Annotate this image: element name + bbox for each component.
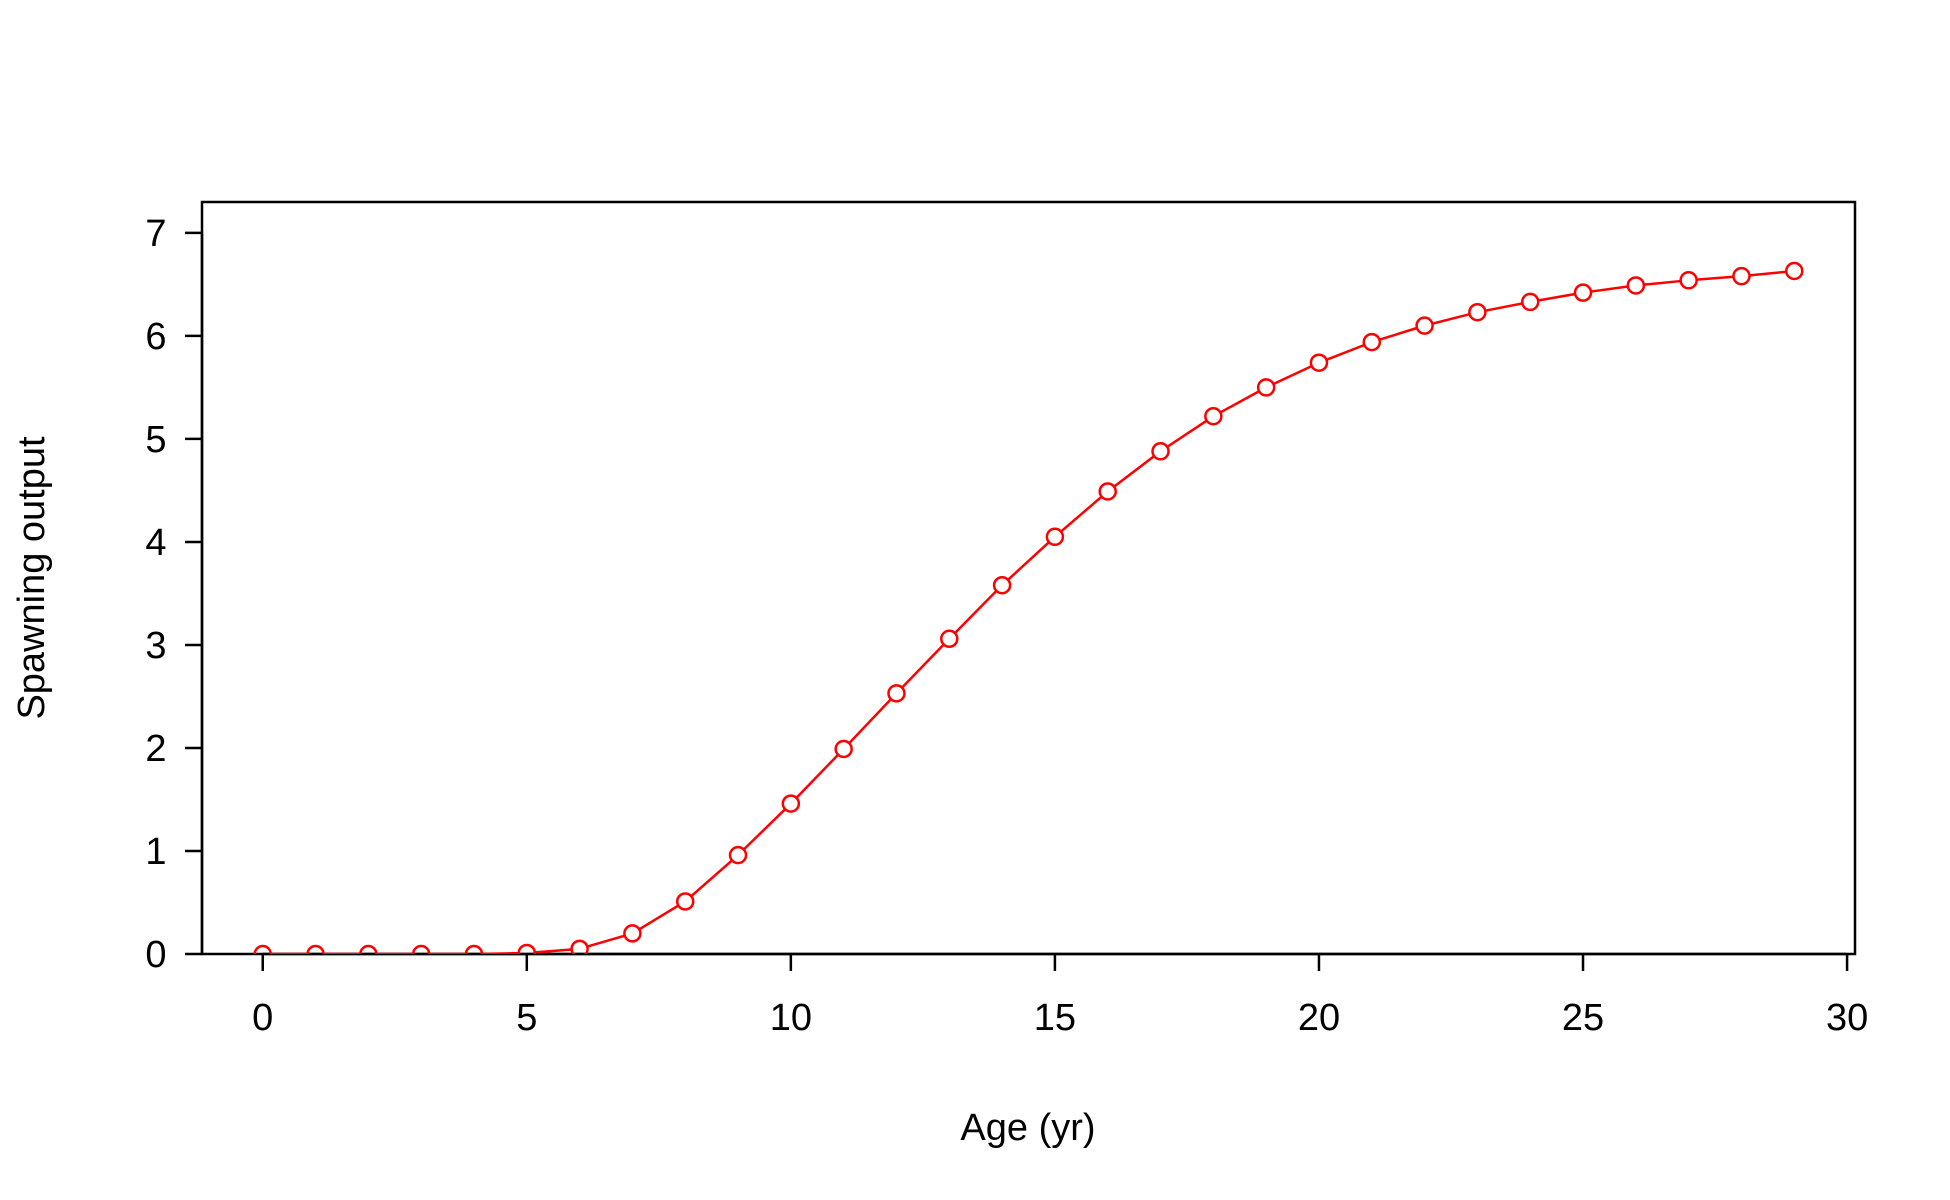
data-point xyxy=(1256,378,1276,397)
series-line-segment xyxy=(1272,364,1313,386)
data-point xyxy=(675,892,695,911)
y-tick-label: 3 xyxy=(145,625,166,667)
series-line-segment xyxy=(954,590,998,634)
data-point xyxy=(1309,353,1329,372)
x-tick-label: 15 xyxy=(1034,997,1076,1039)
data-point xyxy=(1468,302,1487,322)
series-line-segment xyxy=(848,698,892,745)
series-line-segment xyxy=(1166,419,1208,448)
data-point xyxy=(940,629,959,649)
series-line-segment xyxy=(690,859,733,898)
data-point xyxy=(1626,276,1646,295)
y-axis: 0 1 2 3 4 5 6 7 xyxy=(145,213,204,976)
series-line-segment xyxy=(1007,541,1050,581)
data-point xyxy=(1362,332,1382,352)
y-tick-label: 2 xyxy=(145,728,166,770)
series-line-segment xyxy=(1749,270,1787,277)
series-line-segment xyxy=(1379,326,1418,341)
data-point xyxy=(1573,283,1593,302)
series-line-segment xyxy=(1113,455,1155,488)
series-line-segment xyxy=(742,808,786,851)
y-tick-label: 4 xyxy=(145,522,166,564)
data-point xyxy=(570,939,589,954)
data-point xyxy=(253,944,272,954)
data-point xyxy=(1204,407,1223,426)
y-axis-title: Spawning output xyxy=(11,436,53,720)
series-line-segment xyxy=(1219,390,1260,414)
series-line-segment xyxy=(901,643,945,689)
y-tick-label: 1 xyxy=(145,831,166,873)
data-point xyxy=(1785,261,1804,281)
x-tick-label: 25 xyxy=(1562,997,1604,1039)
data-point xyxy=(728,845,748,865)
x-axis-title: Age (yr) xyxy=(960,1107,1095,1149)
data-point xyxy=(623,924,642,943)
data-point xyxy=(781,794,801,813)
series-layer xyxy=(253,261,1804,954)
data-point xyxy=(411,944,431,954)
x-axis: 0 5 10 15 20 25 30 xyxy=(252,952,1868,1039)
x-tick-label: 20 xyxy=(1298,997,1340,1039)
data-point xyxy=(1415,316,1434,335)
data-point xyxy=(834,739,853,759)
series-line-segment xyxy=(1537,292,1576,302)
data-point xyxy=(1732,266,1751,286)
data-point xyxy=(359,944,378,954)
series-line-segment xyxy=(1432,312,1470,325)
data-point xyxy=(992,575,1012,595)
series-group xyxy=(253,261,1804,954)
data-point xyxy=(887,684,906,703)
data-point xyxy=(306,944,325,954)
data-point xyxy=(1045,527,1065,547)
y-tick-label: 0 xyxy=(145,934,166,976)
series-line-segment xyxy=(534,948,572,954)
data-point xyxy=(1520,292,1540,312)
y-tick-label: 6 xyxy=(145,316,166,358)
series-line-segment xyxy=(638,904,680,931)
series-line-segment xyxy=(586,934,626,948)
series-line-segment xyxy=(1643,279,1681,286)
data-point xyxy=(464,944,484,954)
x-tick-label: 10 xyxy=(770,997,812,1039)
series-line-segment xyxy=(1485,302,1523,312)
series-line-segment xyxy=(1590,285,1629,293)
y-tick-label: 7 xyxy=(145,213,166,255)
x-tick-label: 5 xyxy=(516,997,537,1039)
data-point xyxy=(517,943,537,954)
series-line-segment xyxy=(481,951,519,954)
series-line-segment xyxy=(1060,495,1103,533)
data-point xyxy=(1151,442,1170,461)
series-line-segment xyxy=(1696,275,1734,281)
series-line-segment xyxy=(1325,343,1365,361)
x-tick-label: 30 xyxy=(1826,997,1868,1039)
data-point xyxy=(1098,482,1117,501)
y-tick-label: 5 xyxy=(145,419,166,461)
plot-frame xyxy=(200,200,1857,956)
series-line-segment xyxy=(795,753,839,799)
x-tick-label: 0 xyxy=(252,997,273,1039)
data-point xyxy=(1679,271,1698,290)
